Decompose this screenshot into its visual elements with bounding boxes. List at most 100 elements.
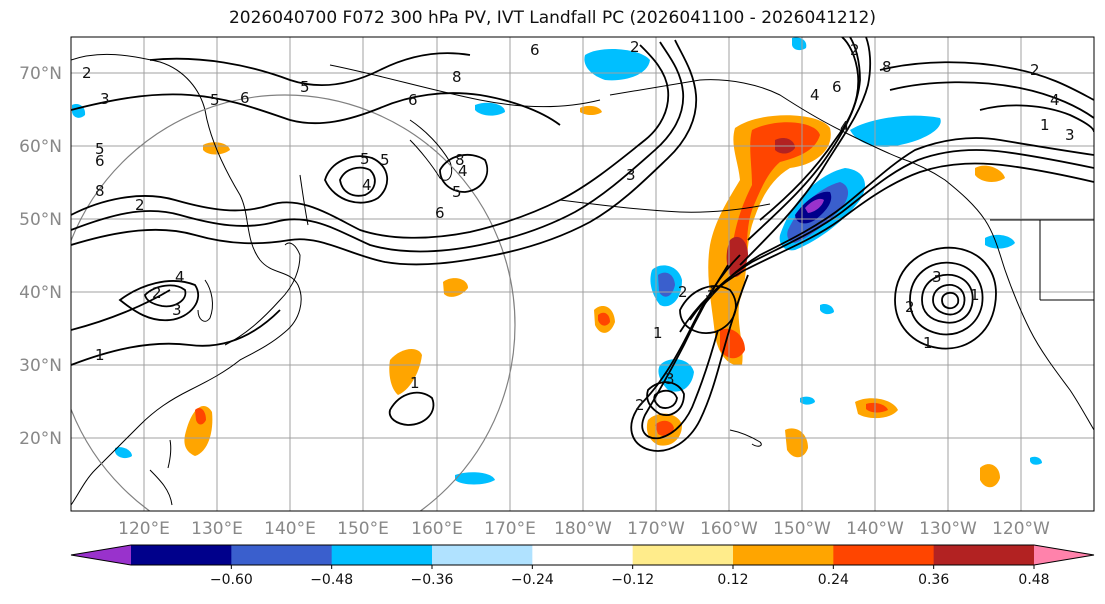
positive-fill-bering [580, 105, 602, 115]
contour-label: 1 [95, 346, 105, 364]
lon-tick-label: 160°E [411, 519, 463, 539]
contour-low-japan-sea [324, 155, 388, 204]
coast-siberia-north [329, 64, 601, 108]
positive-fill-mid [731, 122, 820, 274]
colorbar-extend-min [71, 545, 131, 565]
colorbar-segment [131, 545, 232, 565]
colorbar-tick-label: −0.48 [310, 572, 353, 588]
contour-wpac-1 [388, 391, 435, 426]
colorbar-segment [933, 545, 1035, 565]
coast-us-borders [990, 219, 1094, 301]
colorbar: −0.60 −0.48 −0.36 −0.24 −0.12 0.12 0.24 0.36 0.4… [70, 544, 1095, 588]
contour-arctic-2 [71, 92, 561, 126]
contour-label: 5 [95, 140, 105, 158]
lat-tick-label: 70°N [19, 64, 62, 84]
colorbar-segment [733, 545, 834, 565]
contour-4-a [144, 284, 187, 308]
reference-circle [71, 94, 516, 511]
contour-label: 2 [1030, 61, 1040, 79]
negative-fill-arctic [584, 48, 650, 81]
negative-fill-north [850, 115, 941, 147]
positive-fill-subtrop-core [655, 420, 674, 436]
contour-label: 4 [1050, 91, 1060, 109]
contour-label: 8 [882, 58, 892, 76]
latitude-ticks: 70°N 60°N 50°N 40°N 30°N 20°N [19, 64, 62, 449]
contour-label: 2 [850, 41, 860, 59]
coast-kamchatka [409, 119, 453, 181]
negative-fill-phil [115, 447, 132, 459]
lat-tick-label: 30°N [19, 356, 62, 376]
contour-label: 2 [635, 396, 645, 414]
negative-fill-aleut [1030, 456, 1042, 465]
negative-fill-uscoast [985, 234, 1015, 249]
colorbar-outline [70, 544, 1095, 566]
contour-label: 2 [135, 196, 145, 214]
contour-label: 4 [810, 86, 820, 104]
contour-jet-3 [71, 39, 698, 266]
contour-trough-1 [699, 137, 1094, 311]
contour-cutoff-4 [932, 284, 966, 316]
colorbar-tick-label: −0.24 [511, 572, 554, 588]
coast-alaska [609, 79, 1094, 431]
contour-label: 6 [240, 89, 250, 107]
contour-label: 3 [705, 283, 715, 301]
contour-trough-2 [689, 149, 1094, 321]
contour-label: 1 [923, 334, 933, 352]
negative-fill-bering-sea [475, 102, 505, 116]
positive-fill-scs-core [195, 408, 206, 425]
contour-jet-2 [71, 41, 685, 253]
contour-label: 1 [1040, 116, 1050, 134]
lon-tick-label: 170°W [627, 519, 685, 539]
positive-fill-south [720, 328, 745, 359]
contour-label: 6 [530, 41, 540, 59]
pv-contours [71, 37, 1094, 452]
colorbar-tick-label: −0.36 [411, 572, 454, 588]
contour-ridge-alaska-2 [747, 37, 861, 241]
coast-korea [197, 279, 213, 322]
negative-fill-small-2 [800, 396, 815, 405]
lon-tick-label: 120°W [992, 519, 1050, 539]
colorbar-tick-label: −0.12 [611, 572, 654, 588]
lon-tick-label: 170°E [484, 519, 536, 539]
contour-label: 4 [362, 176, 372, 194]
contour-label: 6 [408, 91, 418, 109]
colorbar-tick-label: 0.12 [717, 572, 748, 588]
contour-low-japan-sea-2 [339, 166, 376, 197]
negative-fill-170w-core [658, 272, 675, 297]
coast-hawaii [729, 429, 762, 447]
contour-streamer-2 [641, 264, 729, 440]
contour-label: 5 [380, 151, 390, 169]
colorbar-tick-label: −0.60 [210, 572, 253, 588]
contour-low-20n [646, 381, 685, 416]
contour-ridge-alaska-3 [739, 37, 872, 266]
positive-fill-wpac-1 [389, 348, 422, 395]
contour-label: 1 [410, 374, 420, 392]
coast-japan [224, 242, 301, 346]
negative-fill-core2 [805, 198, 824, 213]
negative-fill-subtrop [658, 359, 694, 392]
contour-label: 4 [175, 268, 185, 286]
longitude-ticks: 120°E 130°E 140°E 150°E 160°E 170°E 180°… [118, 519, 1050, 539]
coastlines [71, 53, 1094, 506]
contour-label: 3 [172, 301, 182, 319]
lat-tick-label: 50°N [19, 210, 62, 230]
coast-aleutians [559, 199, 771, 213]
contour-arctic-3 [879, 61, 1094, 101]
coast-philippines [149, 469, 173, 506]
contour-label: 1 [970, 286, 980, 304]
contour-low-20n-2 [653, 389, 678, 409]
contour-arctic-1 [149, 52, 471, 87]
lon-tick-label: 140°W [846, 519, 904, 539]
contour-cutoff-5 [941, 291, 960, 310]
contour-low-170w [679, 285, 737, 334]
positive-fill-mex [980, 464, 1000, 488]
contour-label: 2 [152, 284, 162, 302]
contour-label: 8 [455, 151, 465, 169]
colorbar-segment [432, 545, 533, 565]
contour-label: 5 [452, 183, 462, 201]
colorbar-segment [231, 545, 333, 565]
contour-3-a [118, 280, 200, 322]
colorbar-segment [532, 545, 634, 565]
colorbar-tick-label: 0.24 [818, 572, 849, 588]
